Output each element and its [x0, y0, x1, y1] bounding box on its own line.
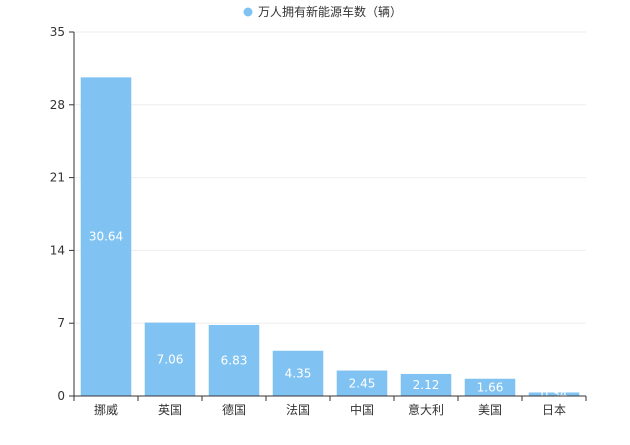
bar [144, 322, 196, 396]
bar [272, 350, 324, 396]
bar-value-label: 1.66 [477, 380, 504, 394]
bar-value-label: 2.12 [413, 378, 440, 392]
y-tick-label: 7 [57, 316, 65, 330]
bar [464, 378, 516, 396]
bar-value-label: 4.35 [285, 366, 312, 380]
y-tick-label: 21 [50, 171, 65, 185]
bar [400, 373, 452, 396]
x-tick-label: 中国 [350, 402, 374, 417]
bar-value-label: 2.45 [349, 376, 376, 390]
x-tick-label: 日本 [542, 403, 566, 417]
bar [336, 370, 388, 396]
y-tick-label: 14 [50, 243, 65, 257]
y-tick-label: 35 [50, 25, 65, 39]
x-tick-label: 挪威 [94, 403, 118, 417]
legend-series-label: 万人拥有新能源车数（辆） [258, 4, 402, 19]
legend: 万人拥有新能源车数（辆） [243, 4, 402, 19]
bar [80, 77, 132, 397]
grid-lines [74, 31, 586, 324]
bars: 30.64 7.06 6.83 4.35 2.45 2.12 1.66 0.34 [80, 77, 580, 401]
x-tick-label: 德国 [222, 402, 246, 417]
bar-value-label: 30.64 [89, 230, 123, 244]
bar [208, 324, 260, 396]
x-tick-label: 法国 [286, 403, 310, 417]
y-tick-label: 0 [57, 389, 65, 403]
bar-value-label: 0.34 [541, 387, 568, 401]
y-tick-label: 28 [50, 98, 65, 112]
x-tick-label: 意大利 [408, 402, 444, 417]
bar [528, 392, 580, 396]
x-axis: 挪威 英国 德国 法国 中国 意大利 美国 日本 [73, 395, 587, 417]
x-tick-label: 美国 [478, 403, 502, 417]
legend-marker [243, 7, 253, 17]
bar-value-label: 6.83 [221, 353, 248, 367]
y-axis: 0 7 14 21 28 35 [50, 25, 75, 403]
bar-value-label: 7.06 [157, 352, 184, 366]
x-tick-label: 英国 [158, 403, 182, 417]
